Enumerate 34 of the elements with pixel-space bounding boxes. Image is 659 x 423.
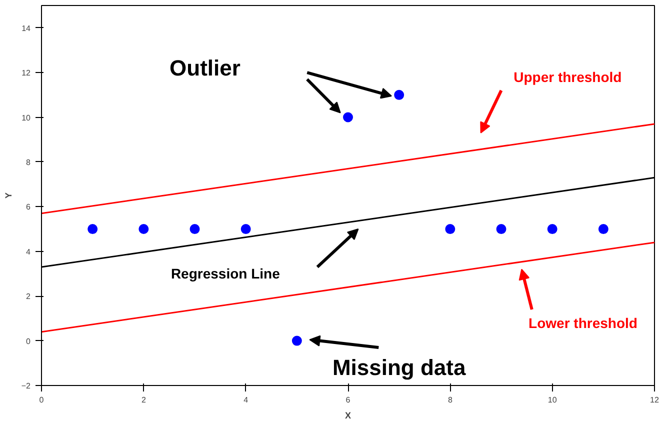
point <box>88 224 98 234</box>
point <box>598 224 608 234</box>
x-tick-label: 2 <box>141 396 146 404</box>
y-tick-label: 4 <box>26 247 32 256</box>
y-tick-label: 8 <box>26 158 32 167</box>
y-tick-label: 0 <box>26 336 32 346</box>
x-tick-label: 12 <box>650 396 659 404</box>
y-tick-label: 2 <box>26 292 32 302</box>
point <box>240 224 251 234</box>
point <box>496 224 506 234</box>
y-axis-title: Y <box>3 192 14 198</box>
point <box>343 112 353 122</box>
annotation: Upper threshold <box>514 69 622 86</box>
y-tick-label: 14 <box>22 24 32 33</box>
point <box>394 90 404 100</box>
point <box>445 224 456 234</box>
x-axis-title: X <box>345 410 352 420</box>
point <box>547 224 558 234</box>
annotation: Regression Line <box>170 266 280 282</box>
x-tick-label: 4 <box>244 396 249 404</box>
annotation: Lower threshold <box>528 314 638 331</box>
annotation: Outlier <box>170 56 241 81</box>
point <box>138 224 149 234</box>
y-tick-label: 10 <box>22 113 32 122</box>
y-tick-label: −2 <box>21 382 32 390</box>
x-tick-label: 8 <box>448 396 453 404</box>
point <box>292 336 302 346</box>
x-tick-label: 0 <box>39 396 44 404</box>
annotation: Missing data <box>332 355 466 380</box>
point <box>190 224 200 234</box>
y-tick-label: 6 <box>26 202 32 212</box>
y-tick-label: 12 <box>22 68 32 78</box>
x-tick-label: 10 <box>548 396 558 404</box>
x-tick-label: 6 <box>346 396 351 404</box>
